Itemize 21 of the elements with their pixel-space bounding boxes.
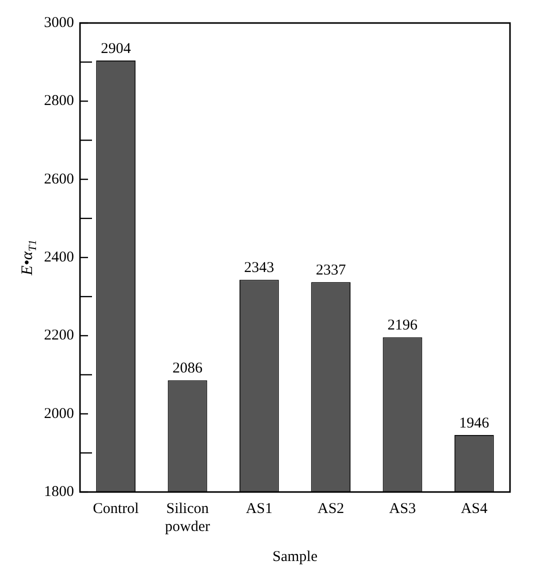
y-tick-label: 2800 [44, 93, 74, 110]
data-label: 2086 [172, 360, 203, 377]
x-tick-label: AS4 [460, 500, 488, 517]
y-tick-label: 2600 [44, 171, 74, 188]
y-tick-label: 1800 [44, 484, 74, 500]
x-tick-label: AS2 [317, 500, 344, 517]
y-tick-label: 2000 [44, 406, 74, 422]
data-label: 2196 [388, 318, 418, 334]
y-axis-title: E•αT1 [19, 240, 39, 276]
x-tick-label: Silicon powder [165, 500, 210, 535]
data-label: 1946 [459, 415, 490, 432]
y-tick-label: 2400 [44, 249, 74, 266]
y-tick-label: 2200 [44, 328, 74, 344]
x-tick-label: AS1 [246, 500, 273, 517]
data-label: 2904 [100, 40, 132, 57]
data-label: 2343 [244, 260, 274, 276]
data-label: 2337 [316, 262, 346, 279]
x-tick-label: AS3 [389, 500, 416, 517]
x-axis-title: Sample [272, 548, 318, 565]
y-tick-label: 3000 [44, 14, 74, 31]
x-tick-label: Control [92, 500, 139, 517]
